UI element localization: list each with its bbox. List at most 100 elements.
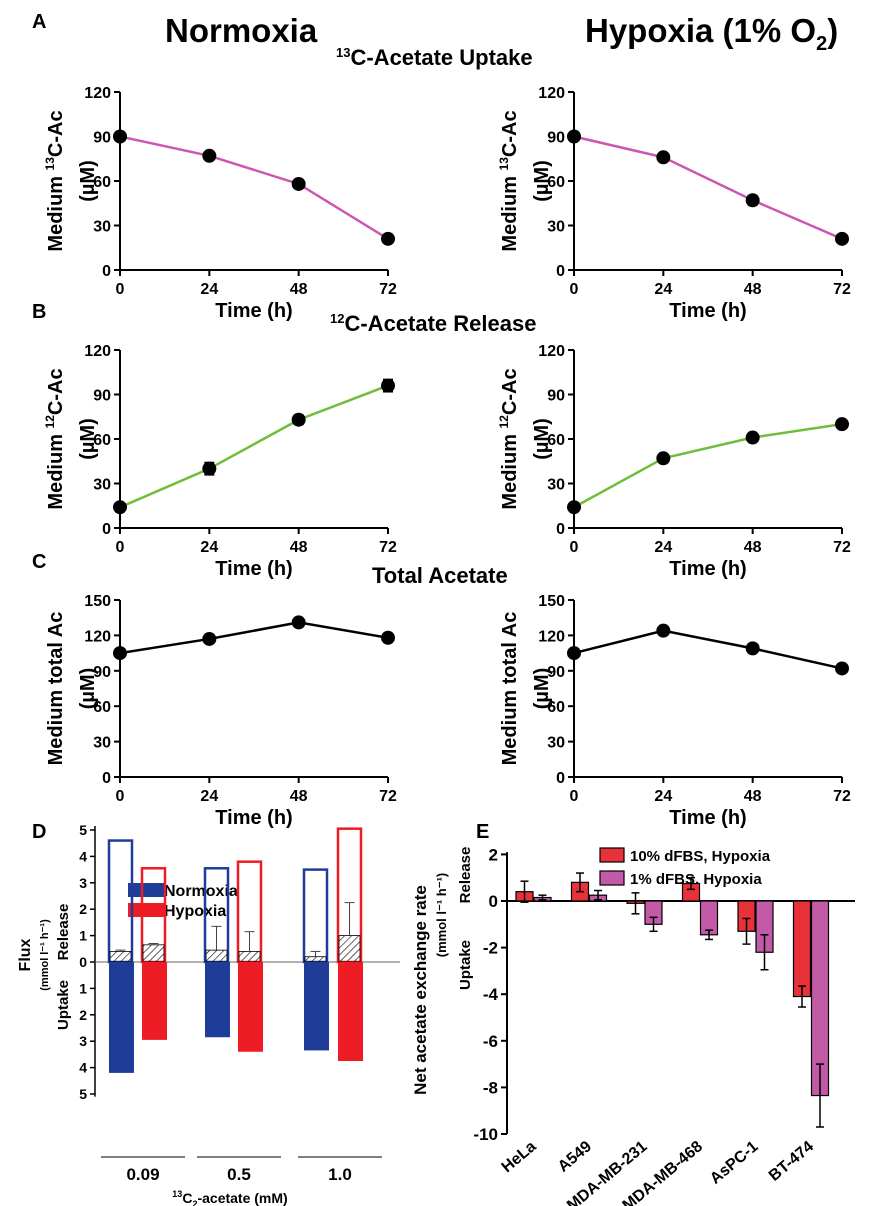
y-tick-label: 120 [538,343,565,360]
y-tick-label: -6 [483,1032,498,1051]
x-axis-label: Time (h) [215,558,292,580]
data-point [745,193,760,208]
panel-letter-e: E [476,821,489,843]
x-tick-label: 72 [379,539,397,556]
legend-swatch-hypoxia [128,903,164,917]
data-point [835,417,849,432]
data-point [113,129,127,144]
y-axis-unit: (µM) [77,418,99,460]
y-tick-label: 90 [547,664,565,681]
y-tick-label: 120 [84,85,111,102]
data-point [835,661,849,676]
bar-net-release [142,944,165,963]
y-tick-label: 60 [547,174,565,191]
x-tick-label: 0 [570,788,579,805]
bar-net-release [109,951,132,963]
data-point [381,378,395,393]
chart-a-hypoxia: 0 30 60 90 120 0 24 48 72 Time (h) Medium 13C-Ac (µ… [497,85,851,322]
y-tick-label: 90 [547,388,565,405]
bar-net-release [338,935,361,963]
x-tick-label: 0 [570,539,579,556]
data-point [202,148,217,163]
x-tick-label: 24 [654,539,672,556]
x-tick-label: 48 [290,539,308,556]
panel-letter-c: C [32,551,46,573]
x-tick-label: 0 [570,281,579,298]
y-tick-label: 0 [79,954,87,970]
y-axis-label: Medium 12C-Ac [43,368,67,509]
x-tick-label: 48 [290,788,308,805]
release-side-label: Release [457,847,474,904]
uptake-side-label: Uptake [457,940,474,990]
y-tick-label: 4 [79,1060,87,1076]
data-point [656,451,671,466]
x-tick-label: 24 [654,788,672,805]
category-label: 0.09 [126,1165,159,1184]
x-tick-label: 24 [654,281,672,298]
bar-uptake [109,962,134,1073]
bar-net-release [205,949,228,963]
data-point [567,646,581,661]
x-tick-label: 0 [116,788,125,805]
category-label: 0.5 [227,1165,251,1184]
y-tick-label: 0 [556,263,565,280]
series-line [573,629,843,670]
y-axis-label: Medium total Ac [499,612,521,766]
y-axis-unit: (µM) [531,668,553,710]
data-point [835,231,849,246]
data-point [291,615,306,630]
y-axis-label: Medium 13C-Ac [497,110,521,251]
y-axis-label: Net acetate exchange rate [411,885,430,1095]
panel-letter-a: A [32,11,46,33]
y-tick-label: 60 [93,699,111,716]
y-tick-label: 30 [93,477,111,494]
y-tick-label: 90 [93,664,111,681]
y-axis-unit: (µM) [531,418,553,460]
y-tick-label: 3 [79,1033,87,1049]
uptake-side-label: Uptake [55,980,72,1030]
chart-b-hypoxia: 0 30 60 90 120 0 24 48 72 Time (h) Medium 12C-Ac (µ… [497,343,851,580]
data-point [113,646,127,661]
y-tick-label: 1 [79,980,87,996]
y-tick-label: 90 [547,130,565,147]
y-tick-label: 120 [84,343,111,360]
category-label: BT-474 [766,1138,817,1185]
bar-uptake [142,962,167,1040]
y-axis-unit: (mmol l⁻¹ h⁻¹) [434,873,449,958]
x-axis-label: Time (h) [215,300,292,322]
data-point [381,630,395,645]
data-point [656,150,671,165]
x-tick-label: 72 [833,539,851,556]
x-tick-label: 24 [200,539,218,556]
legend-swatch-normoxia [128,883,164,897]
y-tick-label: 120 [538,628,565,645]
x-tick-label: 24 [200,788,218,805]
y-tick-label: 2 [79,1007,87,1023]
y-tick-label: 5 [79,1086,87,1102]
legend-label: 1% dFBS, Hypoxia [630,871,762,888]
y-tick-label: 0 [556,770,565,787]
y-axis-unit: (µM) [531,160,553,202]
data-point [291,176,306,191]
panel-letter-b: B [32,301,46,323]
y-tick-label: 3 [79,875,87,891]
hypoxia-header: Hypoxia (1% O2) [585,12,838,55]
y-tick-label: -2 [483,939,498,958]
data-point [567,500,581,515]
panel-letter-d: D [32,821,46,843]
y-tick-label: 60 [547,699,565,716]
bar-uptake [338,962,363,1061]
data-point [745,641,760,656]
bar-uptake [205,962,230,1038]
y-tick-label: -10 [473,1125,498,1144]
y-tick-label: 5 [79,822,87,838]
y-tick-label: -8 [483,1078,498,1097]
y-tick-label: 30 [93,219,111,236]
bar-net-release [304,956,327,963]
y-tick-label: 90 [93,130,111,147]
y-tick-label: 60 [547,432,565,449]
x-tick-label: 0 [116,281,125,298]
y-tick-label: 30 [547,219,565,236]
series-line [119,384,389,509]
y-tick-label: -4 [483,985,499,1004]
